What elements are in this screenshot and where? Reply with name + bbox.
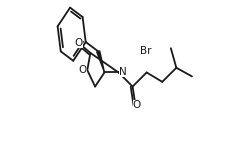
Text: O: O [79, 65, 87, 75]
Text: O: O [133, 100, 141, 110]
Polygon shape [97, 51, 104, 73]
Text: O: O [75, 38, 83, 48]
Text: N: N [119, 67, 126, 77]
Text: Br: Br [140, 46, 152, 56]
